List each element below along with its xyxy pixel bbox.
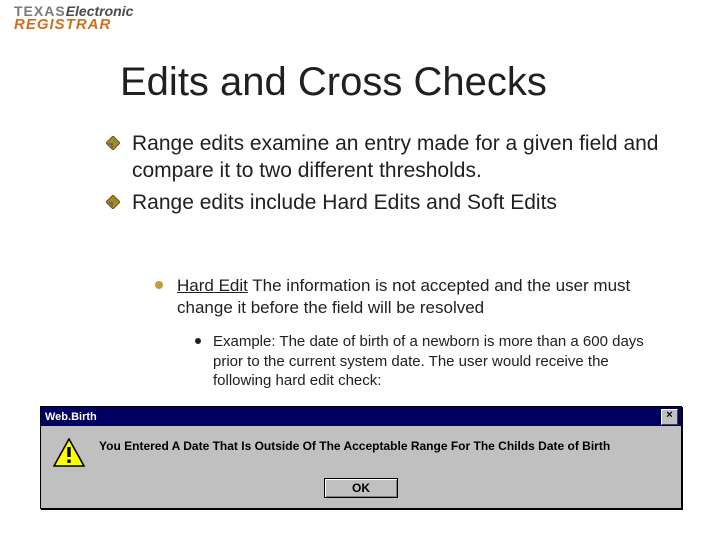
logo-registrar: REGISTRAR — [14, 17, 133, 32]
ok-button[interactable]: OK — [324, 478, 398, 498]
dialog-titlebar: Web.Birth × — [41, 407, 681, 426]
warning-icon — [53, 438, 85, 468]
bullet-list: Range edits examine an entry made for a … — [100, 130, 660, 220]
dialog-message: You Entered A Date That Is Outside Of Th… — [99, 436, 610, 455]
diamond-icon — [106, 136, 120, 150]
hard-edit-label: Hard Edit — [177, 276, 248, 295]
dialog-title-text: Web.Birth — [45, 411, 97, 423]
close-icon[interactable]: × — [661, 409, 678, 425]
dialog-button-row: OK — [41, 478, 681, 508]
sub-bullet-list: Hard Edit The information is not accepte… — [155, 275, 665, 319]
sub-bullet: Hard Edit The information is not accepte… — [155, 275, 665, 319]
bullet-1: Range edits examine an entry made for a … — [100, 130, 660, 185]
page-title: Edits and Cross Checks — [120, 60, 547, 105]
dialog-window: Web.Birth × You Entered A Date That Is O… — [40, 406, 682, 509]
dialog-body: You Entered A Date That Is Outside Of Th… — [41, 426, 681, 478]
example-bullet: Example: The date of birth of a newborn … — [195, 332, 670, 391]
dot-icon — [195, 338, 201, 344]
bullet-2: Range edits include Hard Edits and Soft … — [100, 189, 660, 216]
bullet-2-text: Range edits include Hard Edits and Soft … — [132, 191, 557, 214]
example-text: Example: The date of birth of a newborn … — [213, 333, 644, 389]
logo: TEXASElectronic REGISTRAR — [14, 4, 133, 32]
disc-icon — [155, 281, 163, 289]
subsub-bullet-list: Example: The date of birth of a newborn … — [195, 332, 670, 391]
bullet-1-text: Range edits examine an entry made for a … — [132, 132, 659, 182]
diamond-icon — [106, 195, 120, 209]
